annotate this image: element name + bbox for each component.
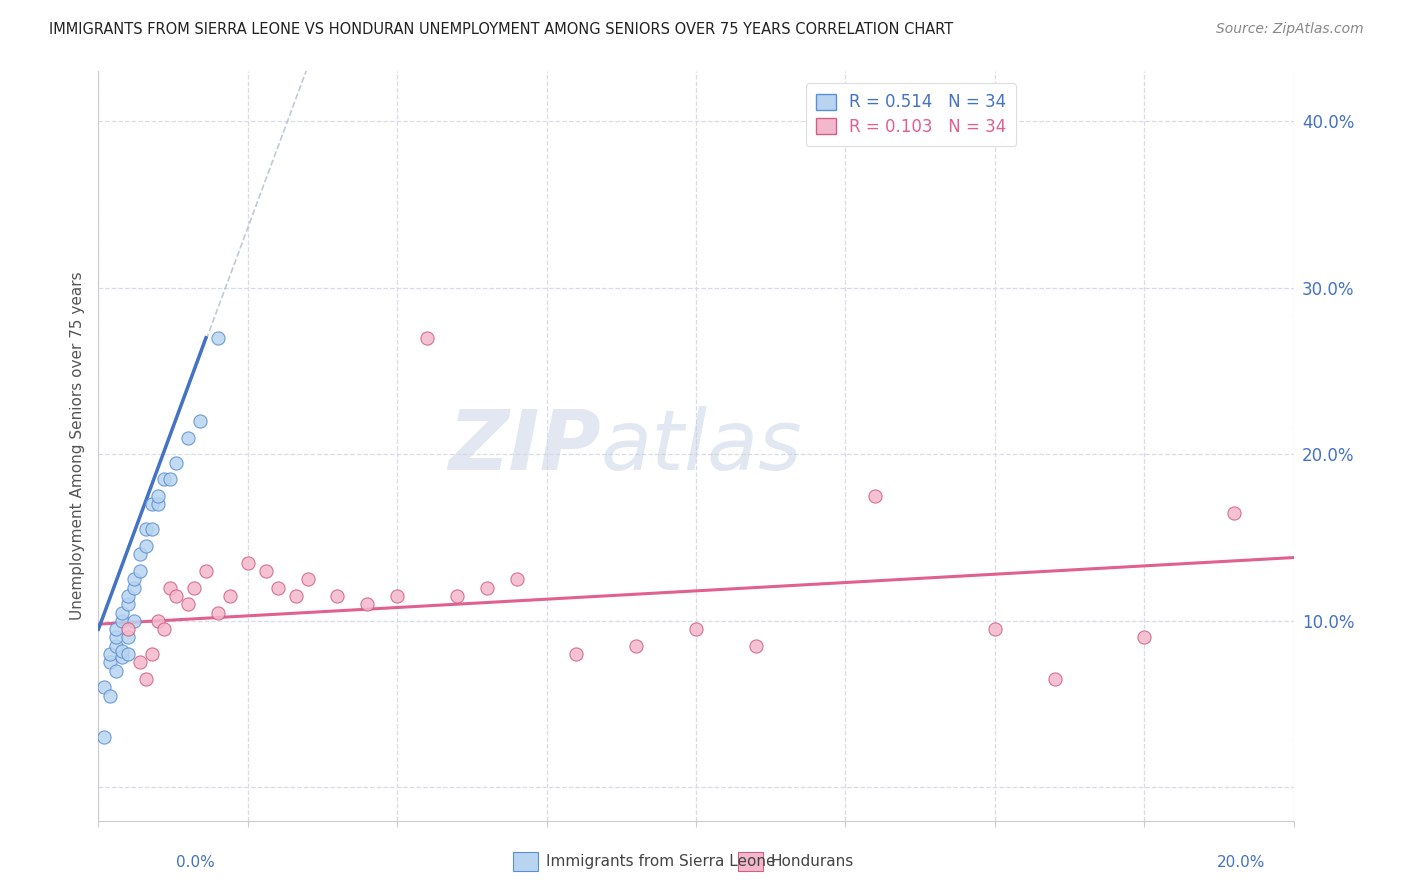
Point (183, 581, 205, 595)
Point (1223, 506, 1246, 520)
Point (565, 647, 588, 661)
Point (111, 614, 134, 628)
Point (98, 656, 122, 670)
Point (159, 581, 181, 595)
Point (141, 497, 163, 511)
Point (685, 622, 707, 636)
Text: Immigrants from Sierra Leone: Immigrants from Sierra Leone (546, 854, 775, 869)
Point (105, 639, 128, 653)
Point (117, 631, 139, 645)
Point (165, 456, 187, 470)
FancyBboxPatch shape (513, 852, 538, 871)
Point (93, 681, 115, 695)
Point (1043, 672, 1066, 686)
Point (506, 572, 529, 586)
Point (984, 622, 1007, 636)
Point (117, 647, 139, 661)
Point (326, 589, 349, 603)
Point (111, 650, 134, 665)
Point (446, 589, 468, 603)
Point (475, 581, 498, 595)
Point (105, 664, 128, 678)
Point (98, 689, 122, 703)
Point (93, 731, 115, 745)
Point (195, 564, 218, 578)
Point (297, 572, 319, 586)
Text: Hondurans: Hondurans (770, 854, 853, 869)
Point (267, 581, 290, 595)
Point (148, 497, 170, 511)
Point (254, 564, 277, 578)
Point (98, 647, 122, 661)
Point (865, 489, 887, 503)
Point (153, 472, 176, 486)
Point (124, 572, 146, 586)
FancyBboxPatch shape (738, 852, 763, 871)
Point (141, 647, 163, 661)
Text: 0.0%: 0.0% (176, 855, 215, 870)
Point (356, 597, 378, 611)
Y-axis label: Unemployment Among Seniors over 75 years: Unemployment Among Seniors over 75 years (70, 272, 86, 620)
Point (236, 556, 259, 570)
Point (129, 547, 152, 561)
Point (117, 622, 139, 636)
Point (159, 472, 181, 486)
Legend: R = 0.514   N = 34, R = 0.103   N = 34: R = 0.514 N = 34, R = 0.103 N = 34 (806, 84, 1017, 146)
Point (135, 672, 157, 686)
Point (385, 589, 409, 603)
Point (207, 606, 229, 620)
Text: ZIP: ZIP (447, 406, 600, 486)
Point (416, 331, 439, 345)
Point (117, 597, 139, 611)
Point (135, 522, 157, 536)
Point (124, 581, 146, 595)
Point (745, 639, 768, 653)
Point (165, 589, 187, 603)
Point (284, 589, 307, 603)
Point (124, 614, 146, 628)
Text: IMMIGRANTS FROM SIERRA LEONE VS HONDURAN UNEMPLOYMENT AMONG SENIORS OVER 75 YEAR: IMMIGRANTS FROM SIERRA LEONE VS HONDURAN… (49, 22, 953, 37)
Text: 20.0%: 20.0% (1218, 855, 1265, 870)
Point (117, 589, 139, 603)
Point (105, 622, 128, 636)
Text: atlas: atlas (600, 406, 801, 486)
Point (129, 656, 152, 670)
Point (207, 331, 229, 345)
Point (111, 644, 134, 658)
Point (135, 539, 157, 553)
Point (129, 564, 152, 578)
Point (153, 622, 176, 636)
Point (177, 431, 200, 445)
Point (141, 522, 163, 536)
Point (626, 639, 648, 653)
Text: Source: ZipAtlas.com: Source: ZipAtlas.com (1216, 22, 1364, 37)
Point (219, 589, 242, 603)
Point (111, 606, 134, 620)
Point (148, 614, 170, 628)
Point (1133, 631, 1156, 645)
Point (188, 414, 211, 428)
Point (148, 489, 170, 503)
Point (105, 631, 128, 645)
Point (177, 597, 200, 611)
